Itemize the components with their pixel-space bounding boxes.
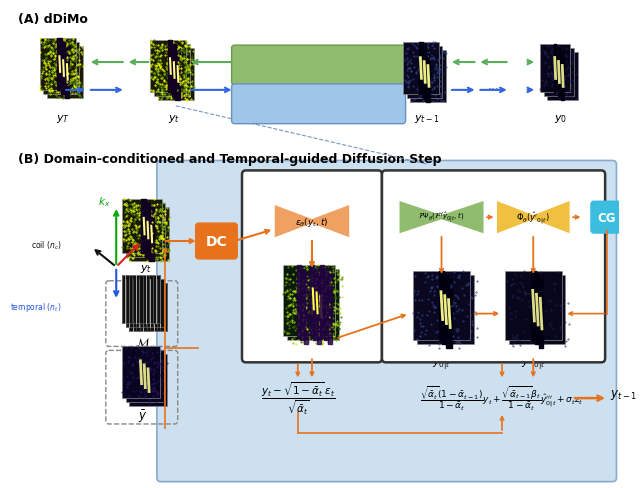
Text: $y_T$: $y_T$ <box>56 113 70 124</box>
Bar <box>509 275 565 345</box>
Bar <box>547 53 578 101</box>
Bar <box>47 47 83 99</box>
Bar <box>540 45 570 93</box>
Text: DC: DC <box>205 235 227 248</box>
Text: ...: ... <box>488 79 500 92</box>
Bar <box>154 45 190 97</box>
Bar <box>40 39 76 91</box>
Bar <box>125 279 163 327</box>
Text: ...: ... <box>70 79 81 92</box>
Text: $\bar{y}$: $\bar{y}$ <box>138 408 147 425</box>
FancyBboxPatch shape <box>232 85 406 124</box>
FancyBboxPatch shape <box>196 224 237 260</box>
Bar <box>410 51 446 102</box>
Bar <box>513 279 569 349</box>
Text: (B) Domain-conditioned and Temporal-guided Diffusion Step: (B) Domain-conditioned and Temporal-guid… <box>18 152 442 165</box>
FancyBboxPatch shape <box>382 171 605 363</box>
Text: $q(y_t|y_{t-1})=\mathcal{N}(y_t;\sqrt{1-\beta_t}y_{t-1},\beta_t I)$: $q(y_t|y_{t-1})=\mathcal{N}(y_t;\sqrt{1-… <box>253 65 384 80</box>
Text: $\dfrac{\sqrt{\bar{\alpha}_t}(1-\bar{\alpha}_{t-1})}{1-\bar{\alpha}_t}y_t+\dfrac: $\dfrac{\sqrt{\bar{\alpha}_t}(1-\bar{\al… <box>420 384 584 412</box>
Text: temporal ($n_t$): temporal ($n_t$) <box>10 301 61 313</box>
Text: $k_x$: $k_x$ <box>98 195 111 209</box>
FancyBboxPatch shape <box>232 46 406 86</box>
Bar <box>44 43 79 95</box>
Text: $y_{t-1}$: $y_{t-1}$ <box>413 113 439 124</box>
Text: CG: CG <box>598 211 616 224</box>
Text: coil ($n_c$): coil ($n_c$) <box>31 239 61 252</box>
Text: $\hat{y}'''_{0|t}$: $\hat{y}'''_{0|t}$ <box>521 354 546 372</box>
Bar <box>122 199 162 254</box>
Text: $y_{t-1}$: $y_{t-1}$ <box>610 387 637 401</box>
FancyBboxPatch shape <box>242 171 382 363</box>
Bar <box>150 41 186 93</box>
Text: $\epsilon_\theta(y_t,t)$: $\epsilon_\theta(y_t,t)$ <box>295 215 329 228</box>
Text: Temporal Guidance: Temporal Guidance <box>434 182 554 192</box>
Bar <box>283 265 335 337</box>
Text: Reverse Process: Reverse Process <box>276 92 361 102</box>
Bar <box>287 269 339 341</box>
Bar <box>505 271 562 341</box>
Bar <box>406 47 442 99</box>
Text: $y_0$: $y_0$ <box>554 113 567 124</box>
Text: ...: ... <box>132 51 144 64</box>
Text: $\hat{y}'_{0|t}$: $\hat{y}'_{0|t}$ <box>482 201 502 219</box>
Text: ...: ... <box>488 51 500 64</box>
Bar <box>129 207 169 262</box>
Text: $k_y$: $k_y$ <box>143 229 156 244</box>
Text: Noise Estimation: Noise Estimation <box>259 182 365 192</box>
Text: $y_t$: $y_t$ <box>168 113 180 124</box>
Text: $\epsilon_t$: $\epsilon_t$ <box>305 351 317 363</box>
Text: $\Phi_\theta(\hat{y}'_{0|t})$: $\Phi_\theta(\hat{y}'_{0|t})$ <box>516 210 550 225</box>
Text: $\mathcal{M}$: $\mathcal{M}$ <box>135 336 150 349</box>
Bar <box>420 279 477 349</box>
Text: x-t priors: x-t priors <box>426 196 463 205</box>
Bar <box>129 283 167 331</box>
Text: Forward Process: Forward Process <box>276 53 361 63</box>
Bar <box>417 275 474 345</box>
Bar <box>122 346 160 398</box>
Text: $p_\theta(y_{t-1}|y_t)=\mathcal{N}(y_{t-1};\mu_\theta(y_t,t),\sigma_t^2 I)$: $p_\theta(y_{t-1}|y_t)=\mathcal{N}(y_{t-… <box>254 104 383 119</box>
Text: $\hat{y}_{0|t}$: $\hat{y}_{0|t}$ <box>432 354 451 372</box>
Bar <box>291 273 342 345</box>
Polygon shape <box>274 205 350 239</box>
Bar <box>129 355 167 406</box>
Text: (A) dDiMo: (A) dDiMo <box>18 13 88 26</box>
Bar <box>125 203 165 258</box>
Text: $y_t$: $y_t$ <box>140 263 152 274</box>
Bar <box>158 49 194 101</box>
Bar <box>122 275 160 323</box>
Bar <box>543 49 574 97</box>
Text: $\dfrac{y_t-\sqrt{1-\bar{\alpha}_t}\,\epsilon_t}{\sqrt{\bar{\alpha}_t}}$: $\dfrac{y_t-\sqrt{1-\bar{\alpha}_t}\,\ep… <box>260 380 335 417</box>
FancyBboxPatch shape <box>591 202 623 234</box>
Bar <box>403 43 438 95</box>
Text: k-t priors: k-t priors <box>520 196 558 205</box>
Bar <box>413 271 470 341</box>
Text: $\mathcal{F}\Psi_\theta(\mathcal{F}^H\hat{y}_{0|t},t)$: $\mathcal{F}\Psi_\theta(\mathcal{F}^H\ha… <box>419 211 465 224</box>
Bar <box>125 351 163 402</box>
FancyBboxPatch shape <box>157 161 616 482</box>
Text: $\hat{y}''_{0|t}$: $\hat{y}''_{0|t}$ <box>566 201 588 219</box>
Polygon shape <box>497 201 570 235</box>
Polygon shape <box>399 201 484 235</box>
